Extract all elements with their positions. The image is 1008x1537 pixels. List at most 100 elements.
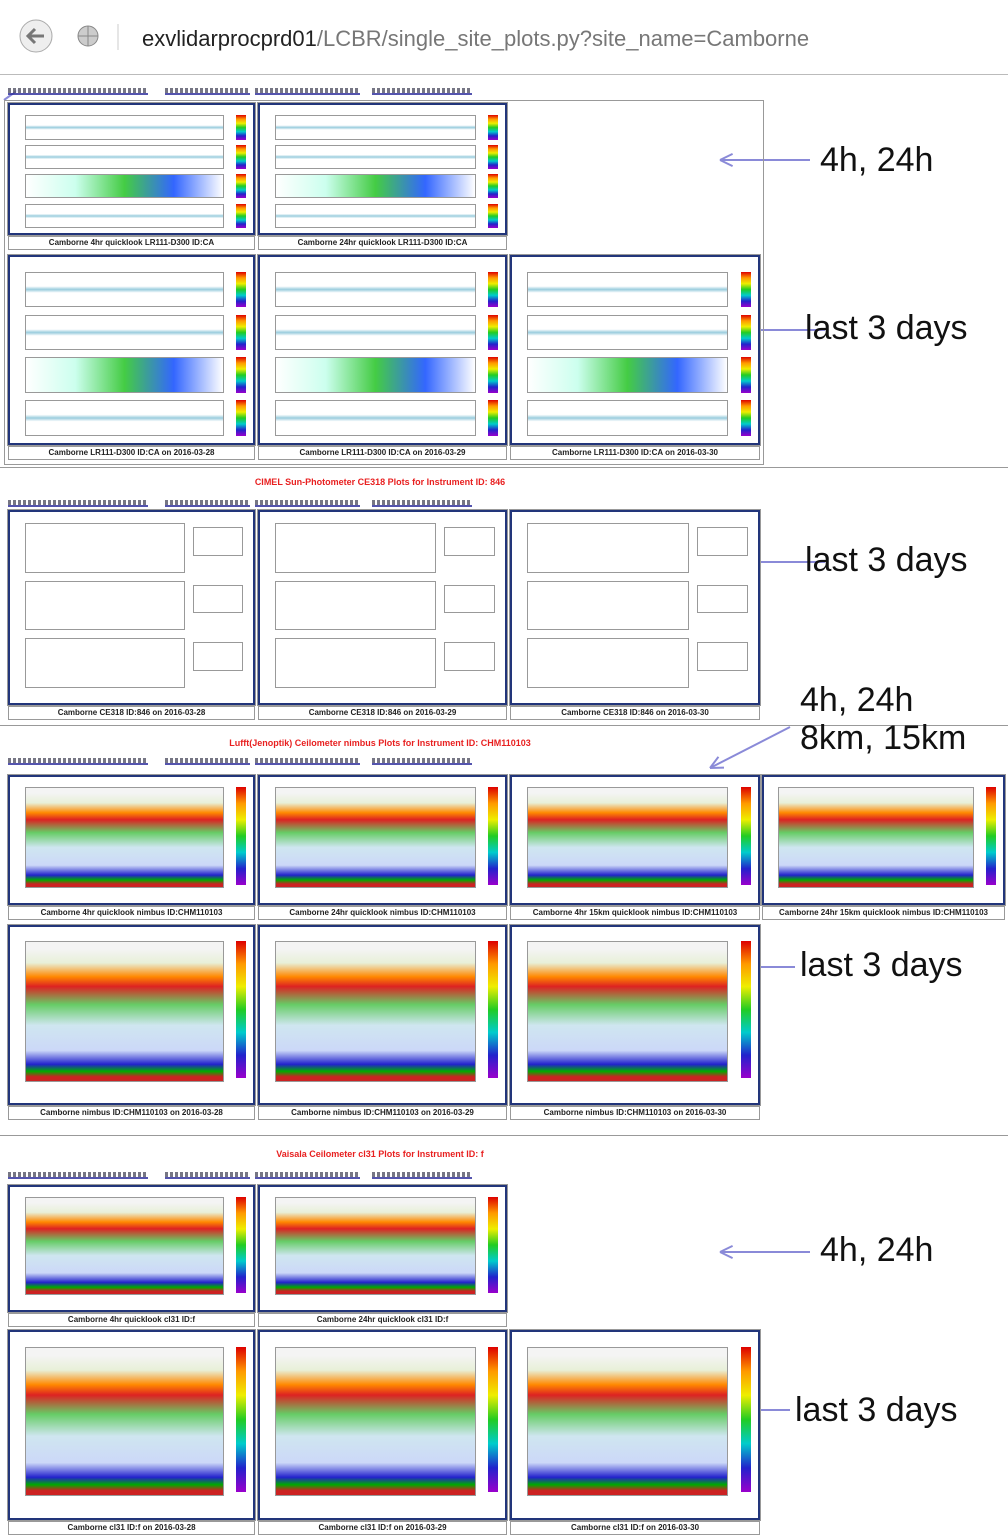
colorbar <box>488 400 498 435</box>
plot-panel <box>527 357 729 392</box>
plot-panel <box>275 115 476 139</box>
plot-caption: Camborne 4hr quicklook LR111-D300 ID:CA <box>8 236 255 250</box>
plot-caption: Camborne 24hr quicklook nimbus ID:CHM110… <box>258 906 507 920</box>
nav-link[interactable] <box>165 500 250 507</box>
plot-thumbnail[interactable] <box>8 1330 255 1520</box>
nav-link[interactable] <box>255 500 360 507</box>
plot-panel <box>275 174 476 198</box>
plot-caption: Camborne nimbus ID:CHM110103 on 2016-03-… <box>258 1106 507 1120</box>
plot-panel <box>275 357 476 392</box>
legend-box <box>444 585 495 614</box>
plot-caption: Camborne nimbus ID:CHM110103 on 2016-03-… <box>8 1106 255 1120</box>
nav-link[interactable] <box>165 88 250 95</box>
colorbar <box>488 357 498 392</box>
colorbar <box>741 272 751 307</box>
plot-panel <box>275 787 476 888</box>
colorbar <box>488 145 498 169</box>
plot-panel <box>527 523 689 573</box>
nav-link[interactable] <box>8 500 148 507</box>
section-heading: Lufft(Jenoptik) Ceilometer nimbus Plots … <box>0 738 760 748</box>
plot-thumbnail[interactable] <box>510 925 760 1105</box>
nav-link[interactable] <box>8 758 148 765</box>
plot-panel <box>275 145 476 169</box>
plot-thumbnail[interactable] <box>8 103 255 235</box>
plot-panel <box>25 1197 224 1295</box>
colorbar <box>236 1197 246 1293</box>
section-heading: CIMEL Sun-Photometer CE318 Plots for Ins… <box>0 477 760 487</box>
plot-caption: Camborne LR111-D300 ID:CA on 2016-03-28 <box>8 446 255 460</box>
colorbar <box>488 272 498 307</box>
nav-link[interactable] <box>165 758 250 765</box>
nav-link[interactable] <box>8 88 148 95</box>
plot-panel <box>527 400 729 435</box>
plot-thumbnail[interactable] <box>510 1330 760 1520</box>
plot-panel <box>25 272 224 307</box>
nav-link[interactable] <box>372 88 472 95</box>
colorbar <box>741 315 751 350</box>
colorbar <box>986 787 996 885</box>
annotation: 4h, 24h <box>820 141 933 179</box>
plot-panel <box>25 941 224 1082</box>
nav-link[interactable] <box>372 500 472 507</box>
plot-panel <box>275 315 476 350</box>
plot-panel <box>25 638 185 688</box>
nav-link[interactable] <box>255 1172 360 1179</box>
plot-thumbnail[interactable] <box>258 510 507 705</box>
url-path: /LCBR/single_site_plots.py?site_name=Cam… <box>317 26 809 51</box>
plot-thumbnail[interactable] <box>258 925 507 1105</box>
arrow <box>720 1246 733 1252</box>
page: exvlidarprocprd01/LCBR/single_site_plots… <box>0 0 1008 1537</box>
colorbar <box>488 1197 498 1293</box>
plot-thumbnail[interactable] <box>510 775 760 905</box>
plot-thumbnail[interactable] <box>8 1185 255 1312</box>
annotation: 4h, 24h <box>800 681 913 719</box>
colorbar <box>488 315 498 350</box>
plot-thumbnail[interactable] <box>258 775 507 905</box>
plot-thumbnail[interactable] <box>258 1330 507 1520</box>
nav-link[interactable] <box>255 88 360 95</box>
legend-box <box>697 642 748 671</box>
arrow <box>710 757 718 768</box>
nav-link[interactable] <box>372 758 472 765</box>
plot-thumbnail[interactable] <box>8 510 255 705</box>
legend-box <box>193 585 244 614</box>
plot-panel <box>25 115 224 139</box>
plot-thumbnail[interactable] <box>8 775 255 905</box>
plot-thumbnail[interactable] <box>258 103 507 235</box>
plot-thumbnail[interactable] <box>8 925 255 1105</box>
plot-panel <box>275 638 437 688</box>
colorbar <box>236 315 246 350</box>
legend-box <box>193 642 244 671</box>
colorbar <box>488 941 498 1078</box>
nav-link[interactable] <box>372 1172 472 1179</box>
plot-thumbnail[interactable] <box>8 255 255 445</box>
plot-panel <box>275 941 476 1082</box>
plot-caption: Camborne LR111-D300 ID:CA on 2016-03-29 <box>258 446 507 460</box>
plot-panel <box>25 523 185 573</box>
nav-link[interactable] <box>165 1172 250 1179</box>
plot-panel <box>25 357 224 392</box>
colorbar <box>236 941 246 1078</box>
plot-thumbnail[interactable] <box>258 1185 507 1312</box>
nav-link[interactable] <box>255 758 360 765</box>
plot-caption: Camborne 24hr quicklook LR111-D300 ID:CA <box>258 236 507 250</box>
plot-caption: Camborne 24hr 15km quicklook nimbus ID:C… <box>762 906 1005 920</box>
plot-panel <box>25 1347 224 1496</box>
annotation: last 3 days <box>805 541 968 579</box>
plot-thumbnail[interactable] <box>510 255 760 445</box>
plot-thumbnail[interactable] <box>762 775 1005 905</box>
nav-link[interactable] <box>8 1172 148 1179</box>
separator <box>0 1135 1008 1136</box>
colorbar <box>741 1347 751 1492</box>
plot-panel <box>275 204 476 228</box>
plot-caption: Camborne CE318 ID:846 on 2016-03-29 <box>258 706 507 720</box>
plot-thumbnail[interactable] <box>510 510 760 705</box>
colorbar <box>488 787 498 885</box>
url[interactable]: exvlidarprocprd01/LCBR/single_site_plots… <box>142 26 809 52</box>
plot-panel <box>275 272 476 307</box>
plot-panel <box>25 174 224 198</box>
plot-panel <box>275 581 437 631</box>
colorbar <box>488 204 498 228</box>
plot-thumbnail[interactable] <box>258 255 507 445</box>
annotation: last 3 days <box>800 946 963 984</box>
